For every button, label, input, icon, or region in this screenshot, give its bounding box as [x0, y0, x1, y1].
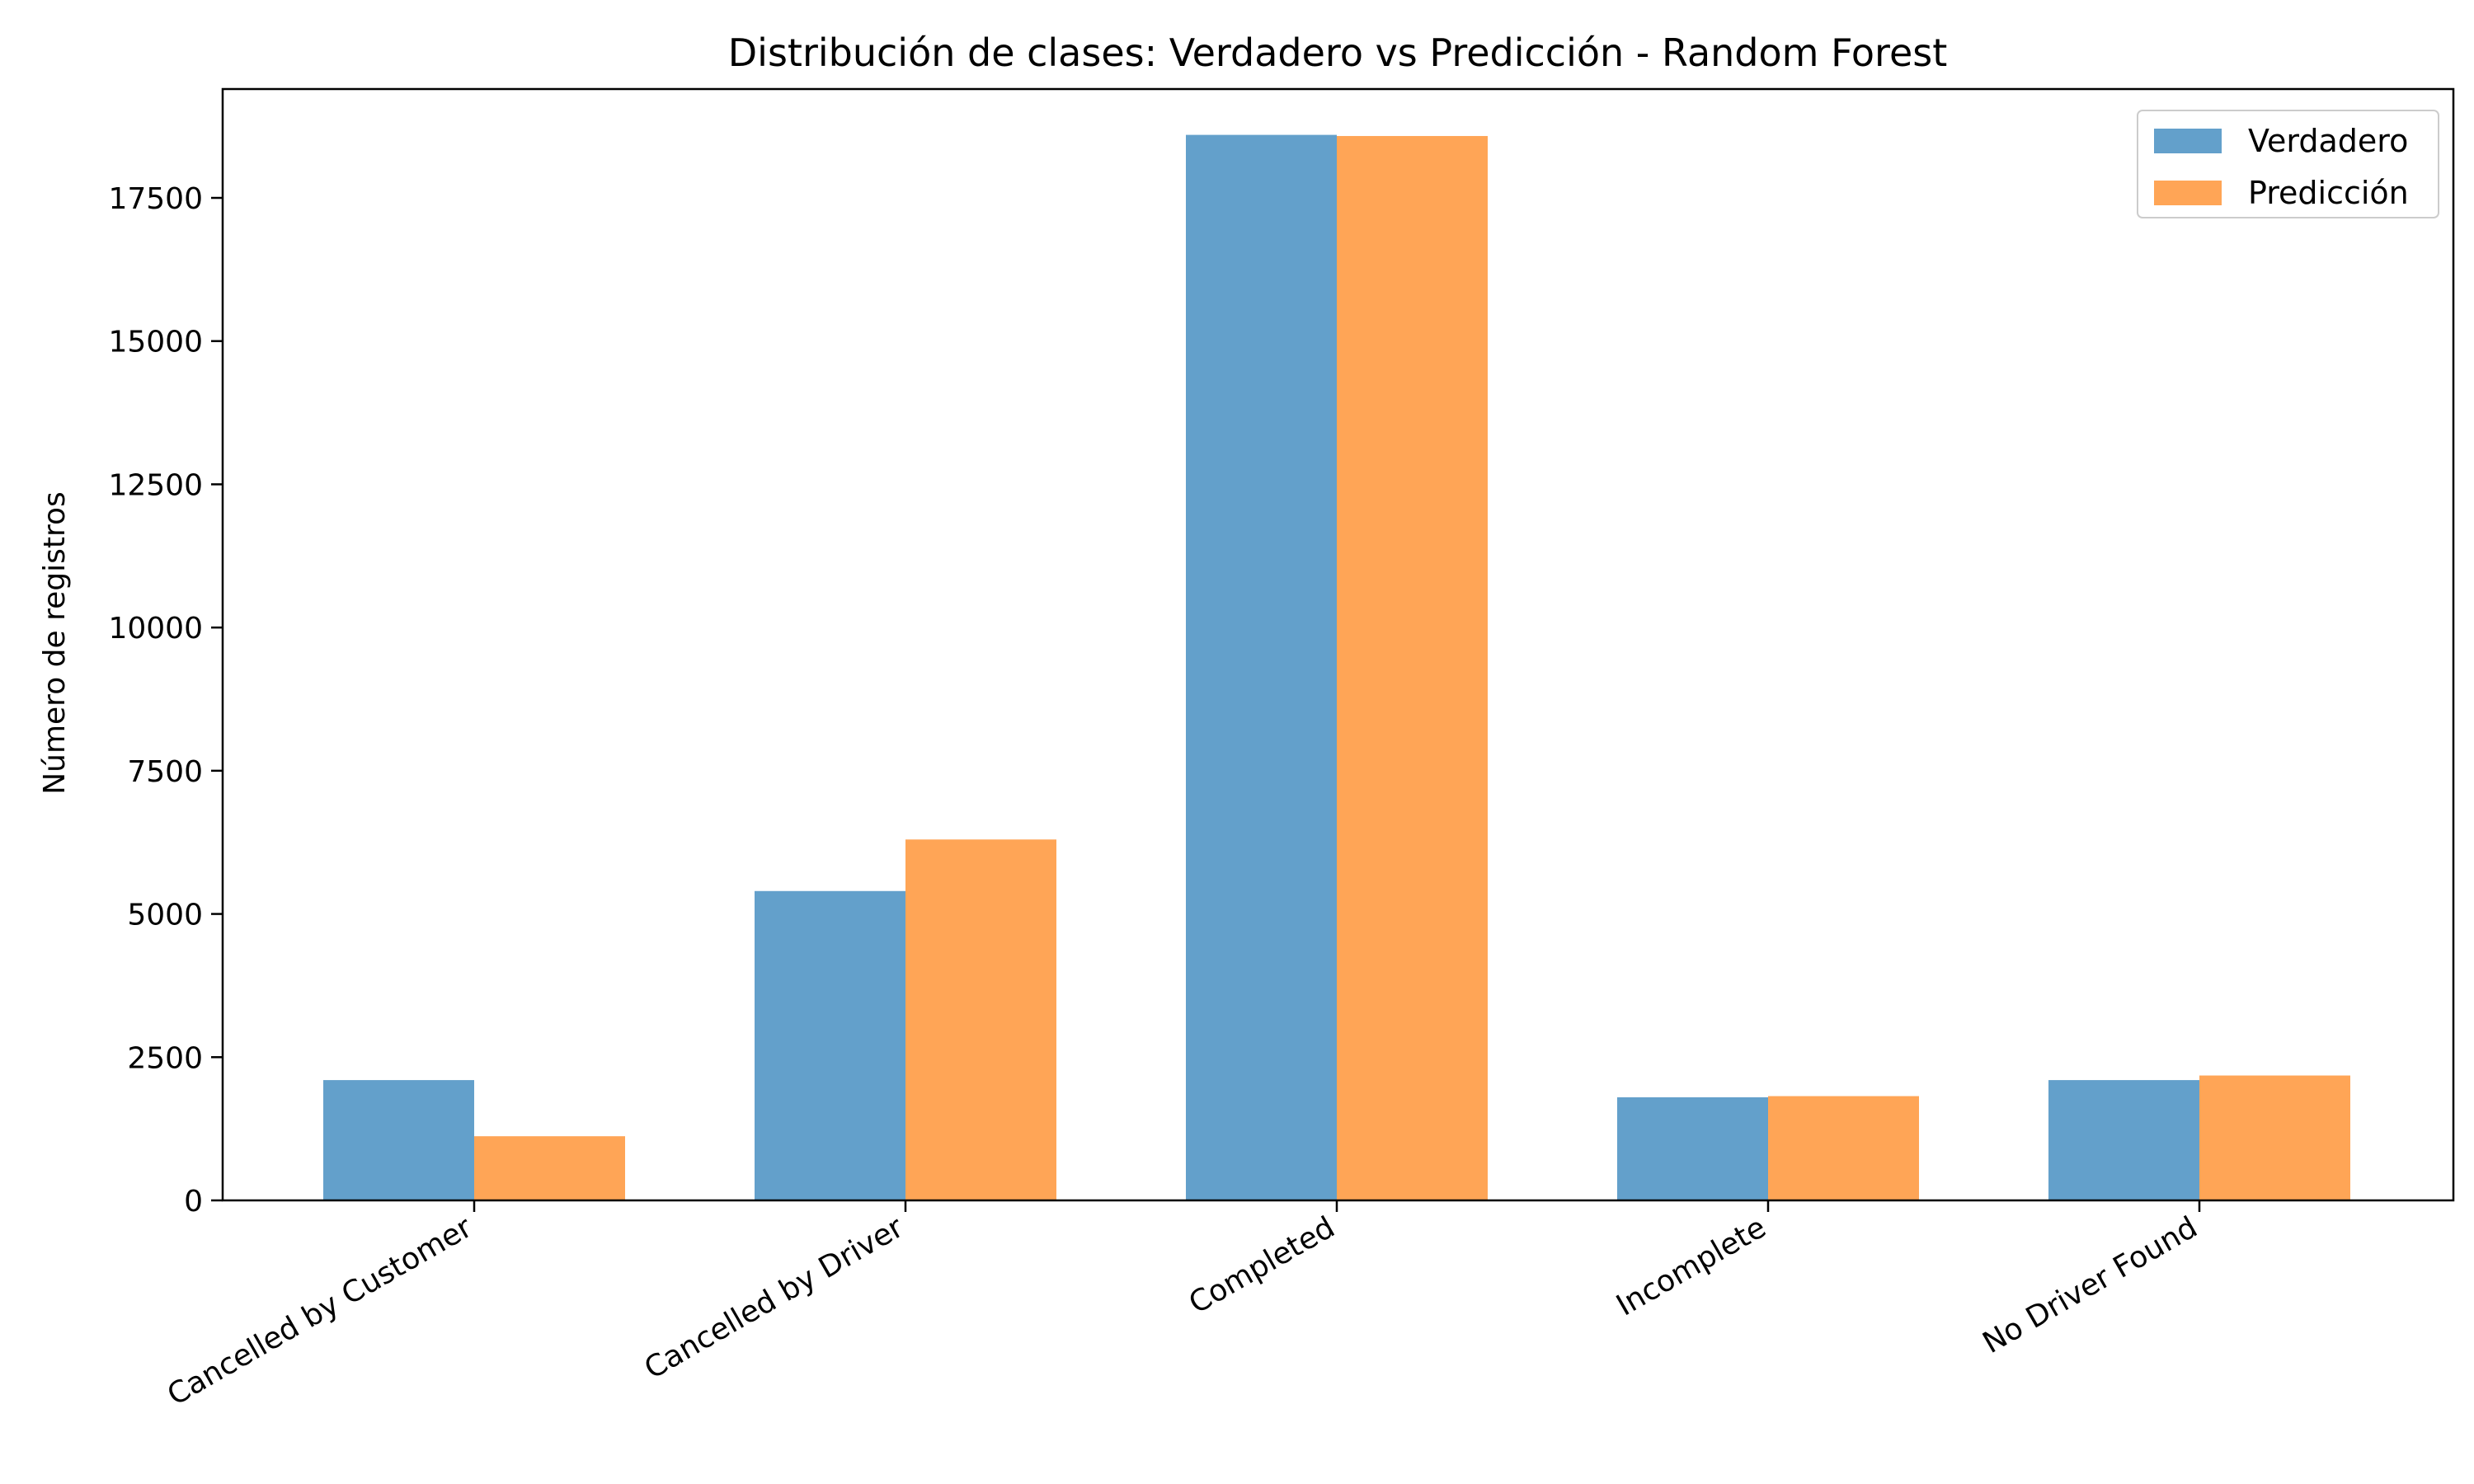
bar-predicci-n-cancelled-by-driver — [905, 839, 1056, 1200]
bar-verdadero-no-driver-found — [2048, 1080, 2199, 1200]
chart-title: Distribución de clases: Verdadero vs Pre… — [728, 31, 1948, 75]
y-tick-label: 17500 — [108, 182, 203, 216]
plot-frame — [221, 87, 2455, 1202]
y-tick-label: 12500 — [108, 468, 203, 502]
bar-verdadero-cancelled-by-driver — [755, 890, 905, 1200]
y-tick-label: 10000 — [108, 612, 203, 646]
y-tick-label: 2500 — [127, 1041, 203, 1075]
y-tick-label: 7500 — [127, 755, 203, 789]
y-axis-ticks: 0 2500 5000 7500 10000 12500 15000 17500 — [108, 182, 223, 1219]
y-tick-label: 5000 — [127, 899, 203, 932]
y-axis-label: Número de registros — [38, 491, 72, 795]
legend-swatch — [2154, 129, 2222, 153]
bar-verdadero-cancelled-by-customer — [323, 1080, 474, 1200]
bar-verdadero-completed — [1186, 134, 1337, 1200]
bar-predicci-n-no-driver-found — [2199, 1075, 2350, 1200]
y-tick-label: 0 — [184, 1185, 203, 1219]
legend-label: Predicción — [2248, 175, 2409, 211]
legend-label: Verdadero — [2248, 123, 2408, 159]
y-tick-label: 15000 — [108, 326, 203, 359]
bar-predicci-n-incomplete — [1768, 1096, 1919, 1200]
bar-predicci-n-cancelled-by-customer — [474, 1136, 625, 1200]
bars-group — [323, 134, 2350, 1201]
bar-predicci-n-completed — [1337, 135, 1488, 1201]
bar-verdadero-incomplete — [1617, 1097, 1768, 1200]
legend: Verdadero Predicción — [2137, 110, 2439, 218]
legend-swatch — [2154, 181, 2222, 205]
